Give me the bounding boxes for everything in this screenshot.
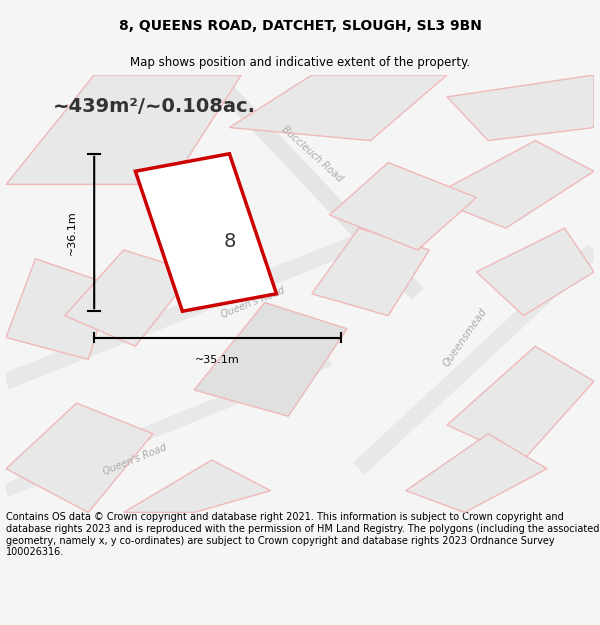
Text: Queensmead: Queensmead bbox=[441, 306, 488, 369]
Polygon shape bbox=[447, 75, 594, 141]
Text: 8, QUEENS ROAD, DATCHET, SLOUGH, SL3 9BN: 8, QUEENS ROAD, DATCHET, SLOUGH, SL3 9BN bbox=[119, 19, 481, 32]
Polygon shape bbox=[6, 75, 241, 184]
Text: Queen's Road: Queen's Road bbox=[102, 442, 169, 478]
Polygon shape bbox=[476, 228, 594, 316]
Polygon shape bbox=[6, 259, 112, 359]
Text: ~36.1m: ~36.1m bbox=[67, 210, 77, 255]
Polygon shape bbox=[6, 403, 153, 512]
Text: 8: 8 bbox=[223, 232, 236, 251]
Polygon shape bbox=[312, 228, 430, 316]
Text: Buccleuch Road: Buccleuch Road bbox=[280, 124, 344, 184]
Polygon shape bbox=[136, 154, 277, 311]
Polygon shape bbox=[430, 141, 594, 228]
Text: Queen's Road: Queen's Road bbox=[220, 285, 286, 320]
Polygon shape bbox=[229, 75, 447, 141]
Polygon shape bbox=[447, 346, 594, 460]
Polygon shape bbox=[329, 162, 476, 250]
Text: ~35.1m: ~35.1m bbox=[196, 355, 240, 365]
Text: ~439m²/~0.108ac.: ~439m²/~0.108ac. bbox=[53, 97, 256, 116]
Polygon shape bbox=[124, 460, 271, 512]
Text: Contains OS data © Crown copyright and database right 2021. This information is : Contains OS data © Crown copyright and d… bbox=[6, 512, 599, 558]
Polygon shape bbox=[406, 434, 547, 512]
Polygon shape bbox=[194, 302, 347, 416]
Polygon shape bbox=[65, 250, 194, 346]
Text: Map shows position and indicative extent of the property.: Map shows position and indicative extent… bbox=[130, 56, 470, 69]
